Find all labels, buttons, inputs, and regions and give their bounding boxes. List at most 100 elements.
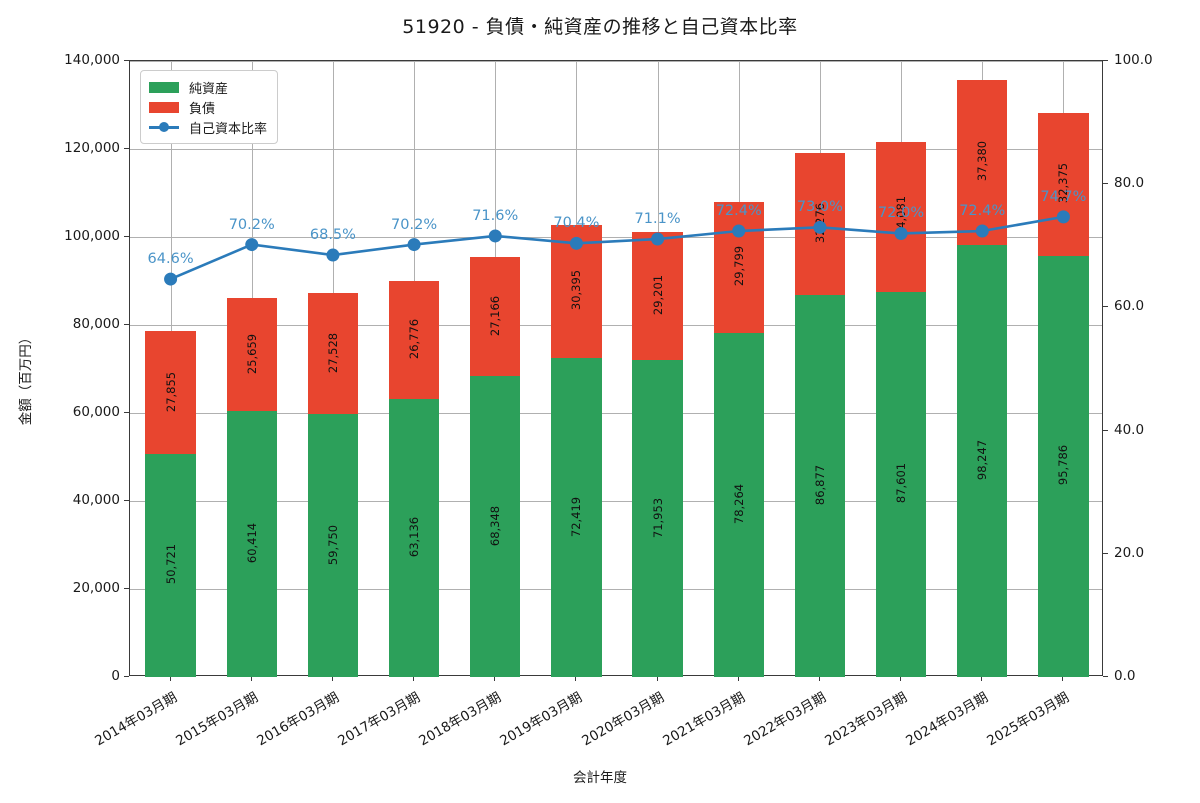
y-axis-left-tick-label: 80,000	[72, 316, 120, 332]
bar-value-label-liabilities: 29,799	[731, 245, 746, 287]
bar-value-label-liabilities: 27,166	[488, 295, 503, 336]
bar-value-label-liabilities: 29,201	[650, 275, 665, 316]
y-axis-left-tick-label: 100,000	[64, 228, 120, 244]
x-axis-tick-mark	[656, 676, 658, 681]
y-axis-right-tick-label: 0.0	[1114, 668, 1136, 684]
bar-value-label-liabilities: 27,528	[325, 332, 340, 373]
bar-segment-liabilities[interactable]	[307, 292, 359, 415]
y-axis-left-tick-mark	[124, 500, 129, 501]
y-axis-left-tick-label: 120,000	[64, 140, 120, 156]
bar-segment-equity[interactable]	[1038, 255, 1089, 677]
ratio-value-label: 73.0%	[796, 199, 843, 216]
y-axis-left-tick-label: 40,000	[72, 492, 120, 508]
legend-item-equity: 純資産	[149, 77, 267, 97]
y-axis-left-tick-mark	[124, 412, 129, 413]
bar-value-label-equity: 68,348	[488, 505, 503, 546]
bar-segment-equity[interactable]	[957, 244, 1008, 677]
legend-dot-icon	[159, 122, 169, 132]
y-axis-right-tick-mark	[1103, 676, 1108, 677]
bar-segment-equity[interactable]	[226, 411, 277, 677]
y-axis-left-label: 金額（百万円）	[18, 330, 34, 426]
gridline-horizontal	[130, 589, 1102, 590]
bar-segment-equity[interactable]	[551, 358, 602, 677]
x-axis-tick-mark	[169, 676, 171, 681]
bar-value-label-equity: 63,136	[407, 516, 422, 558]
legend-item-equity-ratio: 自己資本比率	[149, 117, 267, 137]
legend-label-liabilities: 負債	[189, 101, 216, 117]
bar-value-label-equity: 71,953	[650, 497, 665, 538]
y-axis-right-tick-mark	[1103, 60, 1108, 61]
y-axis-left-tick-mark	[124, 60, 129, 61]
bar-segment-equity[interactable]	[713, 332, 764, 677]
x-axis-tick-mark	[575, 676, 577, 681]
x-axis-tick-mark	[331, 676, 333, 681]
bar-segment-equity[interactable]	[307, 414, 359, 677]
bar-value-label-equity: 98,247	[975, 439, 990, 480]
y-axis-right-tick-label: 40.0	[1114, 421, 1145, 438]
x-axis-tick-mark	[1062, 676, 1064, 681]
y-axis-left-tick-mark	[124, 588, 129, 589]
x-axis-tick-mark	[818, 676, 820, 681]
bar-value-label-liabilities: 32,276	[812, 202, 827, 243]
x-axis-tick-mark	[250, 676, 252, 681]
ratio-value-label: 68.5%	[309, 227, 356, 244]
ratio-value-label: 64.6%	[147, 251, 194, 268]
x-axis-tick-mark	[900, 676, 902, 681]
bar-value-label-liabilities: 32,375	[1056, 163, 1071, 204]
legend-swatch-equity	[149, 81, 179, 93]
x-axis-tick-mark	[413, 676, 415, 681]
bar-value-label-equity: 50,721	[163, 544, 178, 585]
y-axis-left-tick-mark	[124, 236, 129, 237]
x-axis-tick-mark	[981, 676, 983, 681]
bar-value-label-liabilities: 26,776	[407, 319, 422, 360]
y-axis-right-tick-mark	[1103, 552, 1108, 554]
y-axis-left-tick-label: 20,000	[72, 580, 120, 596]
bar-segment-equity[interactable]	[145, 453, 196, 677]
y-axis-right-tick-label: 20.0	[1114, 544, 1145, 561]
bar-value-label-equity: 60,414	[244, 522, 259, 564]
bar-segment-equity[interactable]	[470, 376, 521, 677]
x-axis-label: 会計年度	[573, 770, 627, 786]
bar-value-label-equity: 59,750	[325, 524, 340, 565]
x-axis-tick-mark	[737, 676, 739, 681]
y-axis-left-tick-mark	[124, 676, 129, 677]
ratio-value-label: 72.0%	[878, 205, 925, 222]
ratio-value-label: 72.4%	[715, 203, 762, 220]
gridline-horizontal	[130, 325, 1102, 326]
ratio-value-label: 70.2%	[228, 216, 275, 233]
y-axis-right-tick-label: 80.0	[1114, 175, 1145, 192]
ratio-value-label: 74.7%	[1040, 188, 1087, 205]
bar-value-label-liabilities: 30,395	[569, 270, 584, 311]
bar-value-label-equity: 78,264	[731, 483, 746, 524]
bar-segment-equity[interactable]	[632, 360, 683, 677]
legend-label-equity-ratio: 自己資本比率	[189, 121, 268, 137]
ratio-value-label: 71.1%	[634, 211, 681, 228]
chart-legend: 純資産 負債 自己資本比率	[140, 70, 279, 144]
y-axis-right-tick-label: 60.0	[1114, 298, 1145, 315]
bar-value-label-equity: 72,419	[569, 496, 584, 537]
y-axis-left-tick-label: 140,000	[64, 52, 120, 68]
bar-segment-equity[interactable]	[388, 399, 440, 677]
gridline-horizontal	[130, 61, 1102, 62]
y-axis-right-tick-mark	[1103, 183, 1108, 185]
gridline-horizontal	[130, 413, 1102, 414]
ratio-value-label: 72.4%	[959, 203, 1006, 220]
y-axis-left-tick-label: 60,000	[72, 404, 120, 420]
bar-segment-equity[interactable]	[875, 291, 927, 677]
gridline-horizontal	[130, 501, 1102, 502]
y-axis-left-tick-mark	[124, 148, 129, 149]
legend-swatch-liabilities	[149, 101, 179, 113]
ratio-value-label: 70.4%	[553, 215, 600, 232]
ratio-value-label: 71.6%	[472, 207, 519, 224]
legend-label-equity: 純資産	[189, 81, 229, 97]
page-title: 51920 - 負債・純資産の推移と自己資本比率	[402, 16, 798, 38]
bar-segment-liabilities[interactable]	[145, 331, 196, 454]
plot-area: 50,721 27,855 60,414 25,659 59,750 27,528 63,1…	[129, 60, 1103, 677]
bar-value-label-liabilities: 27,855	[163, 371, 178, 412]
bar-segment-equity[interactable]	[794, 294, 846, 677]
bar-segment-liabilities[interactable]	[388, 281, 440, 400]
bar-segment-liabilities[interactable]	[226, 298, 277, 412]
legend-marker-equity-ratio	[149, 120, 179, 134]
y-axis-left-tick-label: 0	[111, 668, 120, 684]
